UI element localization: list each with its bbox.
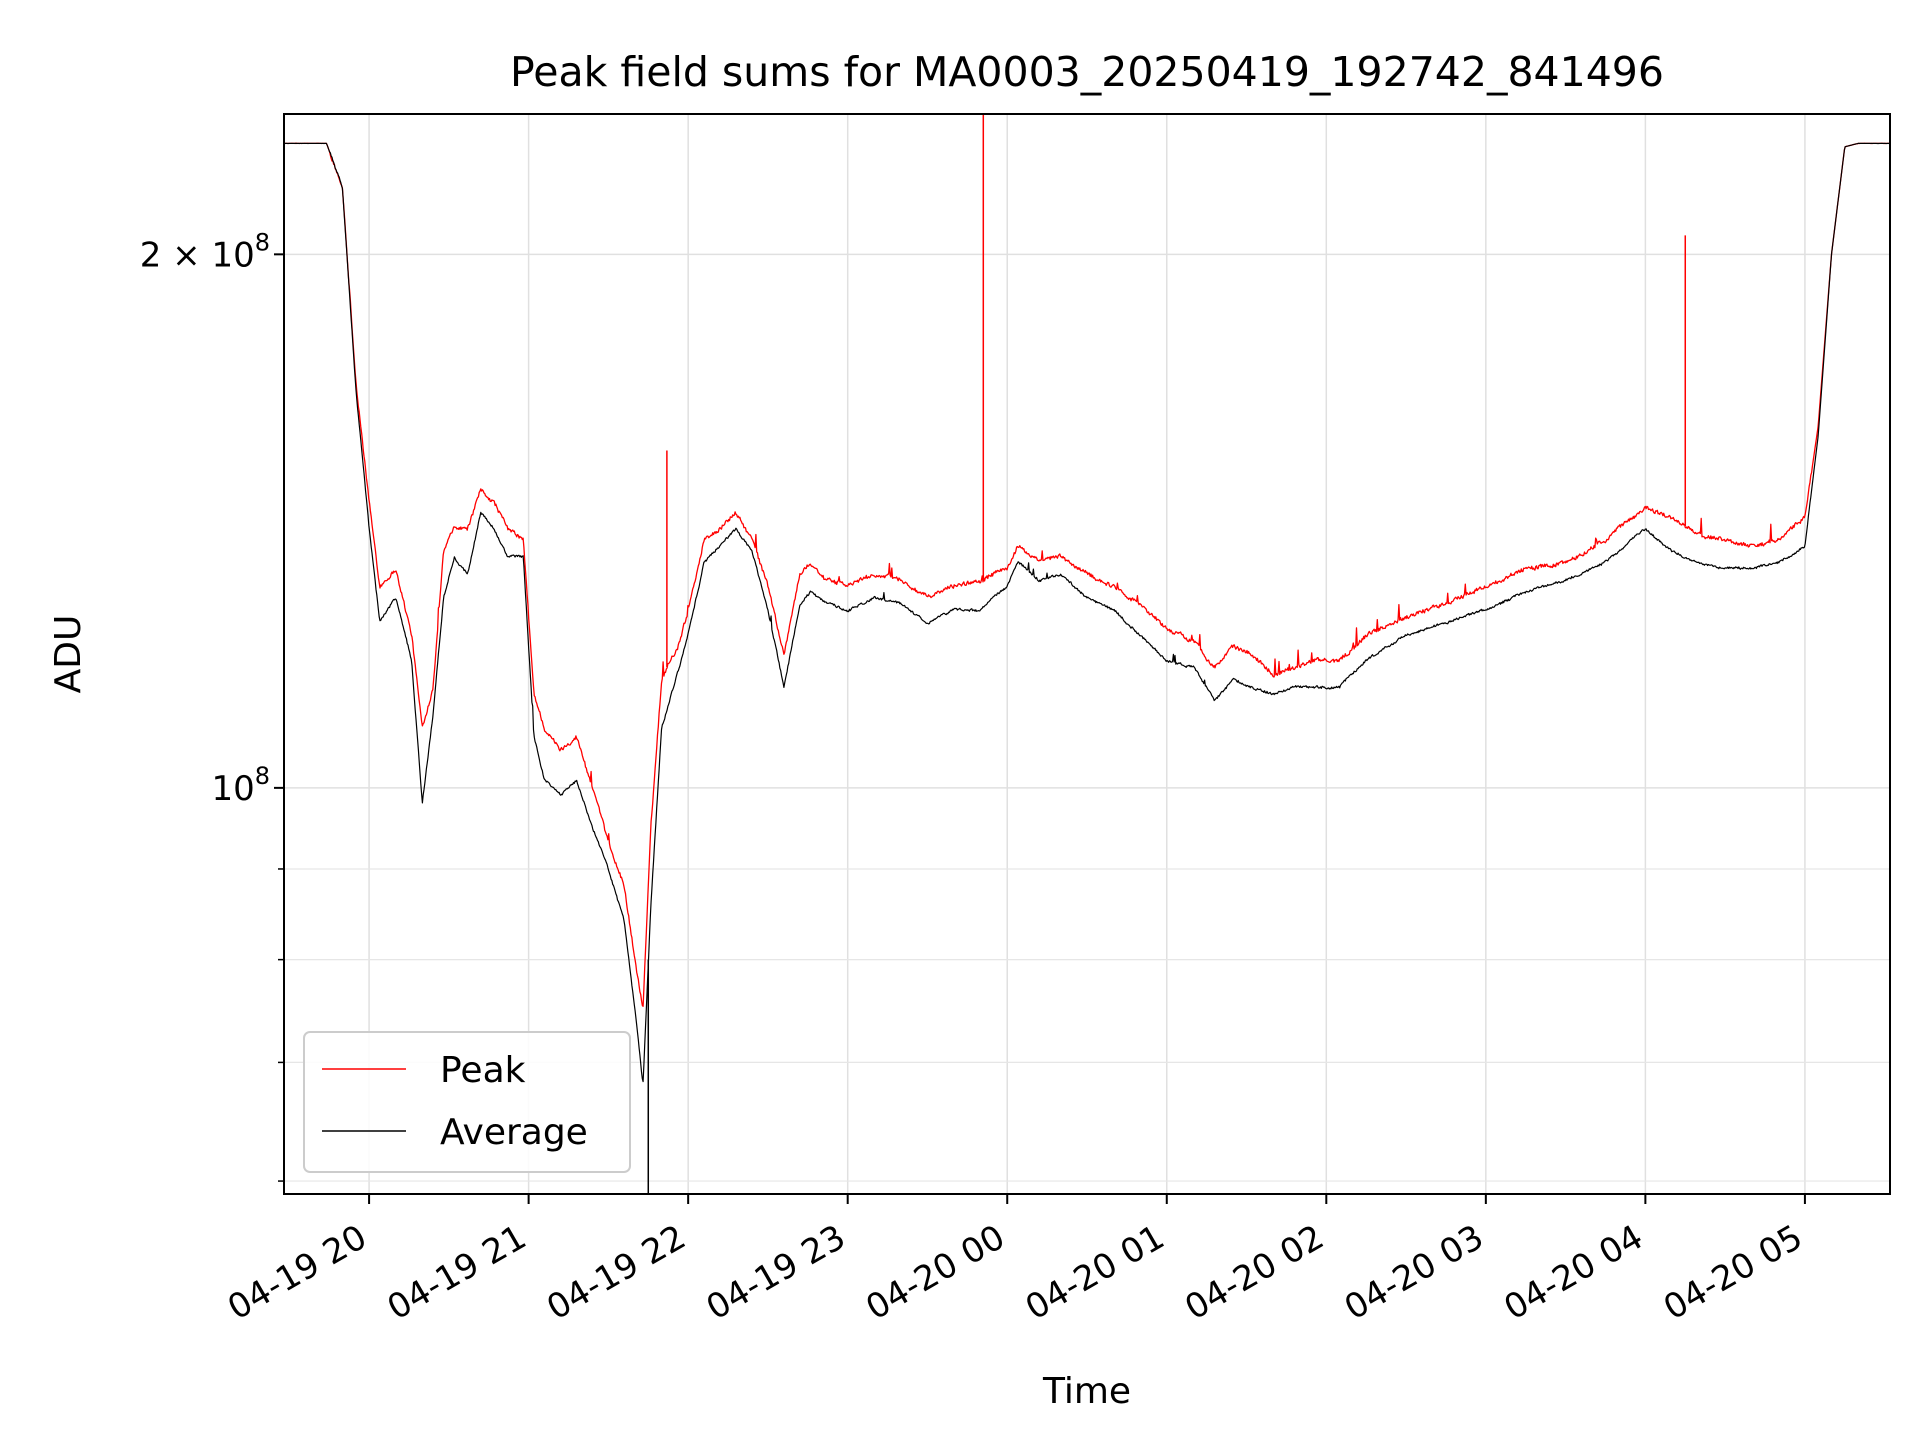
legend-average-label: Average bbox=[440, 1112, 588, 1153]
series-line-average bbox=[284, 142, 1890, 1083]
legend: Peak Average bbox=[303, 1031, 631, 1173]
y-tick-label-base: 10 bbox=[211, 769, 254, 809]
series-layer bbox=[284, 114, 1890, 1194]
legend-peak-label: Peak bbox=[440, 1050, 526, 1091]
y-tick-label-base: 2 × 10 bbox=[140, 235, 255, 275]
chart-title: Peak field sums for MA0003_20250419_1927… bbox=[510, 48, 1664, 96]
x-axis-label: Time bbox=[1042, 1371, 1131, 1412]
series-line-peak bbox=[284, 142, 1890, 1007]
grid bbox=[284, 114, 1890, 1194]
y-tick-label-exponent: 8 bbox=[255, 762, 270, 790]
y-tick-label: 108 bbox=[211, 762, 270, 809]
y-tick-label: 2 × 108 bbox=[140, 228, 270, 275]
y-axis-label: ADU bbox=[48, 615, 89, 694]
y-tick-label-exponent: 8 bbox=[255, 228, 270, 256]
plot-frame bbox=[283, 113, 1891, 1195]
legend-box bbox=[303, 1031, 631, 1173]
